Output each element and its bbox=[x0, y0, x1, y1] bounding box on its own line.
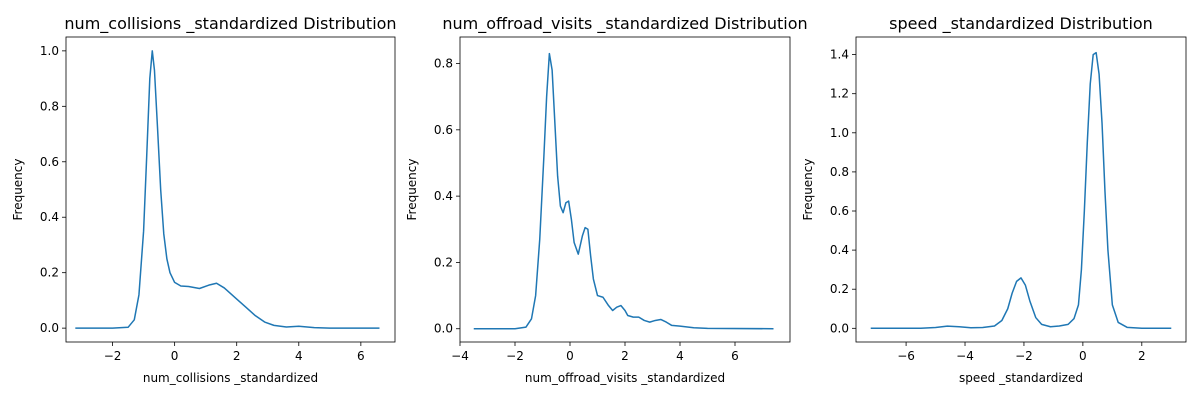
y-tick-label: 0.4 bbox=[434, 189, 453, 203]
x-tick-label: −2 bbox=[104, 349, 122, 363]
x-tick-label: 6 bbox=[731, 349, 739, 363]
y-tick-label: 0.4 bbox=[830, 243, 849, 257]
y-tick-label: 0.6 bbox=[830, 204, 849, 218]
y-tick-label: 0.0 bbox=[434, 322, 453, 336]
series-line-1 bbox=[870, 51, 1172, 330]
y-tick-label: 1.4 bbox=[830, 48, 849, 62]
x-tick-label: −2 bbox=[506, 349, 524, 363]
x-tick-label: −4 bbox=[451, 349, 469, 363]
y-tick-label: 0.8 bbox=[830, 165, 849, 179]
plot-frame bbox=[65, 36, 396, 343]
x-tick-label: 4 bbox=[295, 349, 303, 363]
y-axis-label: Frequency bbox=[405, 159, 419, 221]
y-tick-label: 0.8 bbox=[40, 99, 59, 113]
y-tick-label: 0.2 bbox=[40, 266, 59, 280]
x-tick-label: 0 bbox=[1079, 349, 1087, 363]
x-axis-label: num_collisions _standardized bbox=[143, 371, 318, 385]
x-tick-label: 2 bbox=[1138, 349, 1146, 363]
series-line-1 bbox=[473, 52, 774, 330]
x-tick-label: −2 bbox=[1015, 349, 1033, 363]
y-tick-label: 0.4 bbox=[40, 210, 59, 224]
x-tick-label: 6 bbox=[357, 349, 365, 363]
plot-frame bbox=[855, 36, 1187, 343]
y-tick-label: 0.6 bbox=[434, 123, 453, 137]
y-axis-label: Frequency bbox=[11, 159, 25, 221]
chart-title: num_offroad_visits _standardized Distrib… bbox=[442, 14, 807, 34]
x-axis-label: speed _standardized bbox=[959, 371, 1083, 385]
y-tick-label: 0.2 bbox=[830, 282, 849, 296]
y-axis-label: Frequency bbox=[801, 159, 815, 221]
x-tick-label: −4 bbox=[956, 349, 974, 363]
y-tick-label: 1.0 bbox=[40, 44, 59, 58]
x-tick-label: 0 bbox=[566, 349, 574, 363]
y-tick-label: 0.2 bbox=[434, 255, 453, 269]
x-tick-label: 0 bbox=[171, 349, 179, 363]
y-tick-label: 1.0 bbox=[830, 126, 849, 140]
chart-panel-2: −4 −2 0 2 4 6 0.0 0.2 0.4 0.6 0.8 num_offroad_visit… bbox=[405, 14, 808, 385]
chart-title: num_collisions _standardized Distributio… bbox=[64, 14, 396, 34]
x-tick-label: −6 bbox=[897, 349, 915, 363]
y-tick-label: 0.8 bbox=[434, 57, 453, 71]
chart-title: speed _standardized Distribution bbox=[889, 14, 1153, 34]
y-tick-label: 1.2 bbox=[830, 87, 849, 101]
x-tick-label: 4 bbox=[676, 349, 684, 363]
y-tick-label: 0.6 bbox=[40, 155, 59, 169]
y-tick-label: 0.0 bbox=[40, 321, 59, 335]
y-tick-label: 0.0 bbox=[830, 321, 849, 335]
x-tick-label: 2 bbox=[621, 349, 629, 363]
chart-panel-3: −6 −4 −2 0 2 0.0 0.2 0.4 0.6 0.8 1.0 1.2 1.4 speed _s… bbox=[801, 14, 1187, 385]
x-axis-label: num_offroad_visits _standardized bbox=[525, 371, 725, 385]
x-tick-label: 2 bbox=[233, 349, 241, 363]
chart-panel-1: −2 0 2 4 6 0.0 0.2 0.4 0.6 0.8 1.0 num_collisions _… bbox=[11, 14, 397, 385]
series-line-1 bbox=[75, 50, 380, 329]
